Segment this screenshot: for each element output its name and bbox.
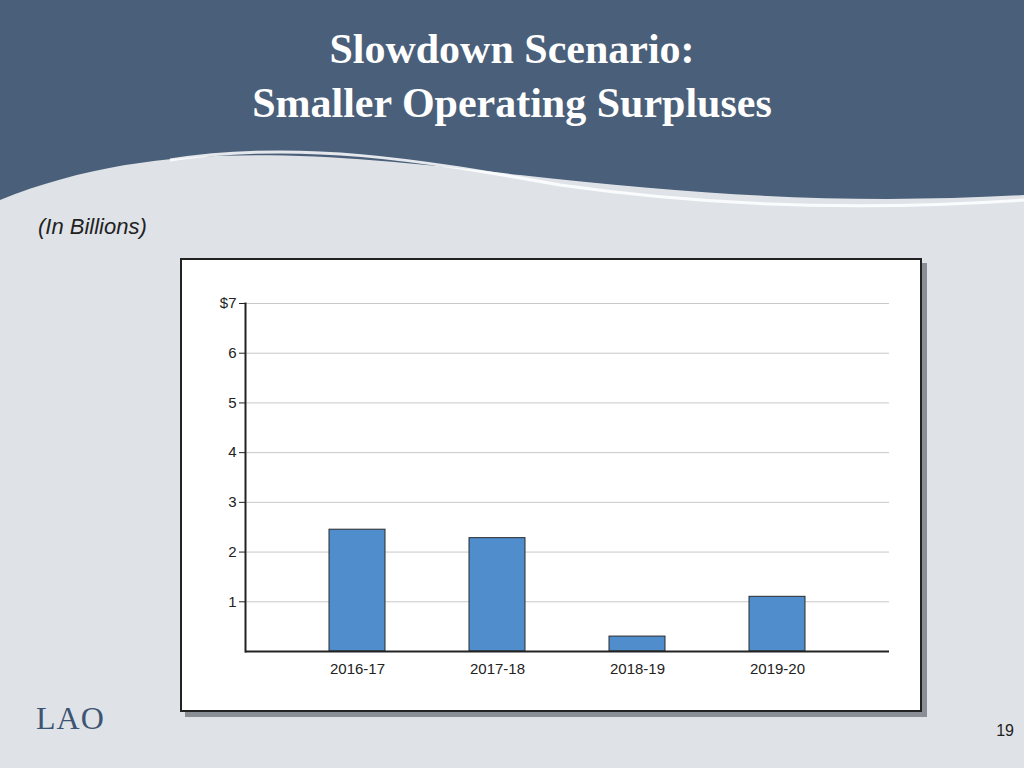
html-text:Slowdown Scenario:: Slowdown Scenario: bbox=[329, 26, 695, 72]
svg-text:2016-17: 2016-17 bbox=[330, 660, 385, 677]
svg-text:2017-18: 2017-18 bbox=[470, 660, 525, 677]
svg-text:3: 3 bbox=[228, 493, 236, 510]
svg-text:$7: $7 bbox=[220, 294, 237, 311]
svg-text:1: 1 bbox=[228, 593, 236, 610]
html-text:19: 19 bbox=[996, 722, 1014, 739]
svg-text:5: 5 bbox=[228, 394, 236, 411]
svg-text:6: 6 bbox=[228, 344, 236, 361]
html-text:(In Billions): (In Billions) bbox=[38, 214, 147, 239]
svg-text:2018-19: 2018-19 bbox=[610, 660, 665, 677]
html-text:Smaller Operating Surpluses: Smaller Operating Surpluses bbox=[252, 80, 772, 126]
svg-text:4: 4 bbox=[228, 443, 236, 460]
svg-text:2: 2 bbox=[228, 543, 236, 560]
html-text:LAO: LAO bbox=[36, 700, 105, 736]
svg-text:2019-20: 2019-20 bbox=[750, 660, 805, 677]
